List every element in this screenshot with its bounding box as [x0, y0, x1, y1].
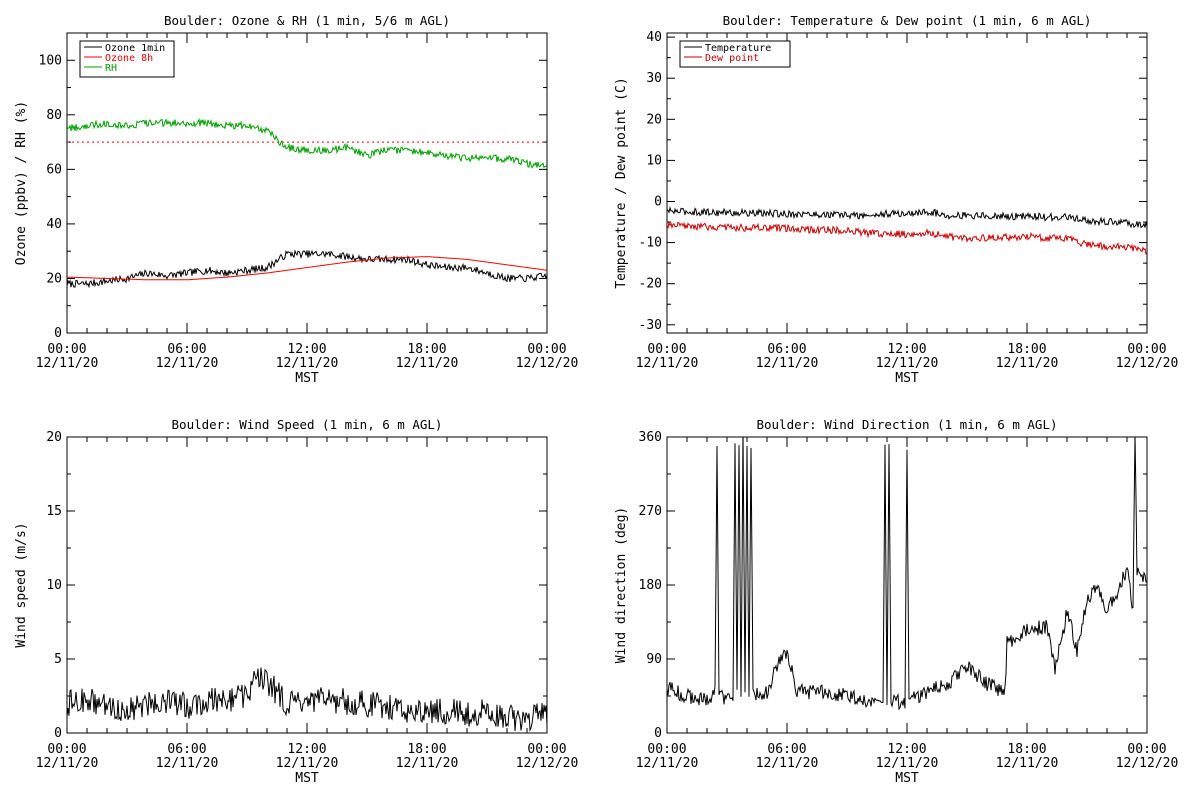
y-axis-label: Temperature / Dew point (C)	[614, 77, 629, 288]
chart-title: Boulder: Wind Speed (1 min, 6 m AGL)	[172, 417, 443, 432]
y-tick-label: 360	[639, 430, 662, 445]
x-tick-label: 12/12/20	[516, 356, 579, 371]
y-tick-label: 80	[46, 108, 62, 123]
x-tick-label: 12/11/20	[756, 756, 819, 771]
y-tick-label: 90	[646, 652, 662, 667]
chart-panel-4: Boulder: Wind Direction (1 min, 6 m AGL)…	[614, 417, 1178, 786]
plot-frame	[66, 32, 548, 334]
x-tick-label: 12/11/20	[276, 356, 339, 371]
x-axis-label: MST	[295, 371, 319, 386]
y-tick-label: -30	[639, 318, 662, 333]
chart-panel-2: Boulder: Temperature & Dew point (1 min,…	[614, 13, 1178, 386]
series-line-4	[67, 117, 547, 169]
y-tick-label: 20	[46, 271, 62, 286]
x-tick-label: 18:00	[407, 342, 446, 357]
x-tick-label: 12:00	[887, 742, 926, 757]
x-tick-label: 12/11/20	[156, 356, 219, 371]
chart-panel-1: Boulder: Ozone & RH (1 min, 5/6 m AGL) 0 2…	[14, 13, 578, 386]
y-axis-label: Wind speed (m/s)	[14, 522, 29, 647]
series-line-2	[67, 256, 547, 281]
y-tick-label: 30	[646, 71, 662, 86]
x-tick-label: 12:00	[887, 342, 926, 357]
series-line-1	[667, 437, 1147, 711]
x-tick-label: 12/11/20	[36, 356, 99, 371]
chart-title: Boulder: Wind Direction (1 min, 6 m AGL)	[756, 417, 1057, 432]
x-tick-label: 12/11/20	[876, 756, 939, 771]
x-tick-label: 12/12/20	[1116, 356, 1179, 371]
y-tick-label: 40	[46, 217, 62, 232]
y-tick-label: 270	[639, 504, 662, 519]
x-tick-label: 18:00	[407, 742, 446, 757]
y-tick-label: 0	[654, 726, 662, 741]
legend-entry: Ozone 8h	[105, 53, 153, 64]
x-tick-label: 12:00	[287, 742, 326, 757]
x-axis-label: MST	[895, 771, 919, 786]
x-tick-label: 18:00	[1007, 342, 1046, 357]
y-tick-label: 0	[54, 326, 62, 341]
x-tick-label: 06:00	[767, 742, 806, 757]
y-tick-label: 10	[646, 153, 662, 168]
y-tick-label: -20	[639, 277, 662, 292]
y-tick-label: 20	[646, 112, 662, 127]
y-tick-label: 15	[46, 504, 62, 519]
x-tick-label: 12/12/20	[1116, 756, 1179, 771]
x-tick-label: 00:00	[1127, 342, 1166, 357]
y-tick-label: 10	[46, 578, 62, 593]
x-tick-label: 00:00	[647, 742, 686, 757]
y-axis-label: Ozone (ppbv) / RH (%)	[14, 101, 29, 265]
series-line-1	[667, 206, 1147, 229]
x-tick-label: 00:00	[47, 342, 86, 357]
y-tick-label: 0	[654, 194, 662, 209]
x-tick-label: 12/12/20	[516, 756, 579, 771]
x-tick-label: 12/11/20	[636, 356, 699, 371]
chart-panel-3: Boulder: Wind Speed (1 min, 6 m AGL) 0 5 10…	[14, 417, 578, 786]
x-tick-label: 00:00	[1127, 742, 1166, 757]
x-tick-label: 00:00	[527, 742, 566, 757]
y-tick-label: 0	[54, 726, 62, 741]
x-tick-label: 12/11/20	[636, 756, 699, 771]
series-line-2	[667, 220, 1147, 255]
legend-entry: Temperature	[705, 43, 771, 54]
x-tick-label: 12/11/20	[996, 756, 1059, 771]
plot-frame	[666, 32, 1148, 334]
y-axis-label: Wind direction (deg)	[614, 507, 629, 664]
y-tick-label: 5	[54, 652, 62, 667]
y-tick-label: -10	[639, 236, 662, 251]
y-tick-label: 40	[646, 30, 662, 45]
x-tick-label: 12/11/20	[156, 756, 219, 771]
x-tick-label: 12/11/20	[396, 756, 459, 771]
chart-title: Boulder: Ozone & RH (1 min, 5/6 m AGL)	[164, 13, 450, 28]
legend-entry: Dew point	[705, 53, 759, 64]
x-tick-label: 00:00	[647, 342, 686, 357]
x-tick-label: 06:00	[767, 342, 806, 357]
x-axis-label: MST	[895, 371, 919, 386]
x-tick-label: 12/11/20	[36, 756, 99, 771]
x-tick-label: 06:00	[167, 342, 206, 357]
x-tick-label: 12:00	[287, 342, 326, 357]
legend-box	[679, 40, 791, 68]
x-tick-label: 12/11/20	[876, 356, 939, 371]
plot-frame	[66, 436, 548, 734]
x-tick-label: 18:00	[1007, 742, 1046, 757]
legend-entry: Ozone 1min	[105, 43, 165, 54]
y-tick-label: 60	[46, 162, 62, 177]
chart-title: Boulder: Temperature & Dew point (1 min,…	[723, 13, 1092, 28]
x-tick-label: 06:00	[167, 742, 206, 757]
y-tick-label: 180	[639, 578, 662, 593]
x-tick-label: 00:00	[527, 342, 566, 357]
y-tick-label: 20	[46, 430, 62, 445]
legend-entry: RH	[105, 63, 117, 74]
x-tick-label: 12/11/20	[276, 756, 339, 771]
x-tick-label: 00:00	[47, 742, 86, 757]
series-line-1	[67, 667, 547, 732]
x-tick-label: 12/11/20	[996, 356, 1059, 371]
x-tick-label: 12/11/20	[756, 356, 819, 371]
x-axis-label: MST	[295, 771, 319, 786]
y-tick-label: 100	[39, 53, 62, 68]
x-tick-label: 12/11/20	[396, 356, 459, 371]
series-line-1	[67, 249, 547, 289]
